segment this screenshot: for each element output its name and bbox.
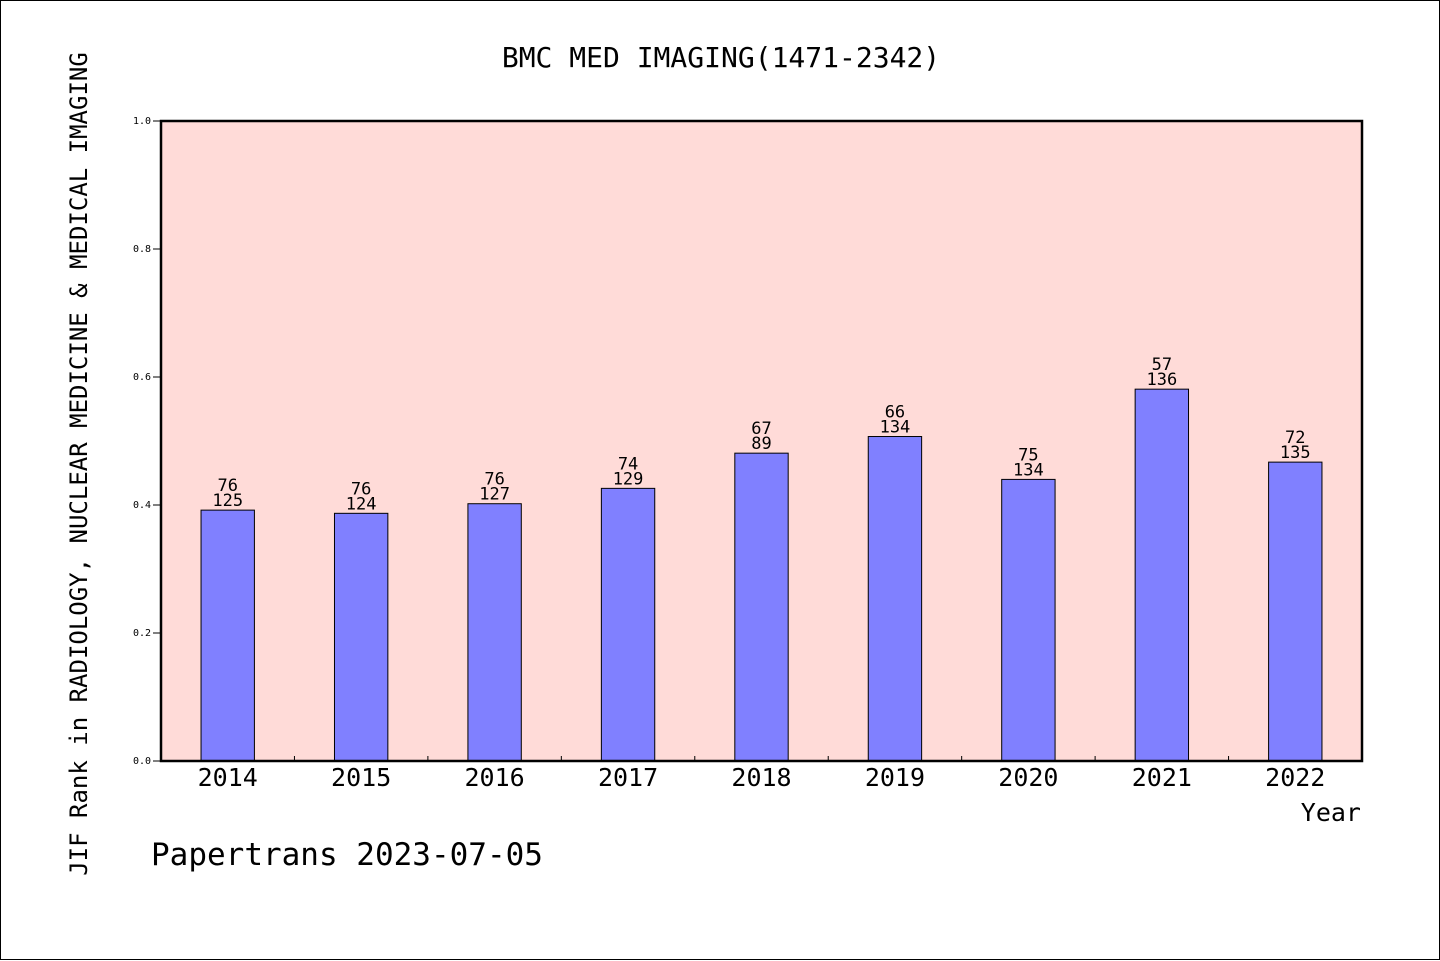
x-tick-label-2016: 2016 [465, 763, 525, 792]
bar-label-total-2022: 135 [1280, 443, 1311, 463]
bar-2017 [600, 487, 656, 762]
y-axis-label: JIF Rank in RADIOLOGY, NUCLEAR MEDICINE … [65, 52, 93, 876]
bar-label-rank-2017: 74 [618, 454, 638, 474]
bar-2014 [200, 509, 255, 762]
y-tick-label-1.0: 1.0 [133, 116, 151, 127]
y-ticks-group: 0.0 0.2 0.4 0.6 0.8 1.0 [133, 116, 161, 767]
bar-label-rank-2016: 76 [484, 470, 504, 490]
bar-2018 [734, 452, 789, 762]
x-axis-label: Year [1301, 798, 1361, 827]
x-tick-label-2019: 2019 [865, 763, 925, 792]
bar-label-rank-2021: 57 [1152, 355, 1172, 375]
bar-label-rank-2015: 76 [351, 479, 371, 499]
x-tick-label-2017: 2017 [598, 763, 658, 792]
x-ticks-group: 2014 2015 2016 2017 2018 2019 2020 2021 2022 [198, 756, 1325, 792]
x-tick-label-2015: 2015 [331, 763, 391, 792]
y-tick-label-0.4: 0.4 [133, 500, 151, 511]
y-tick-label-0.2: 0.2 [133, 628, 151, 639]
bar-label-total-2020: 134 [1013, 460, 1044, 480]
bar-label-rank-2019: 66 [885, 403, 905, 423]
bar-2022 [1268, 461, 1323, 762]
bar-label-total-2021: 136 [1146, 370, 1177, 390]
bar-label-total-2018: 89 [751, 434, 771, 454]
bars-group [200, 388, 1323, 762]
chart-title: BMC MED IMAGING(1471-2342) [502, 41, 940, 74]
bar-label-total-2017: 129 [613, 469, 644, 489]
bar-2019 [867, 436, 923, 762]
x-tick-label-2014: 2014 [198, 763, 258, 792]
bar-2021 [1134, 388, 1190, 762]
x-tick-label-2022: 2022 [1265, 763, 1325, 792]
y-tick-label-0.0: 0.0 [133, 756, 151, 767]
bar-labels-group: 7612576124761277412967896613475134571367… [212, 355, 1310, 514]
bar-label-rank-2022: 72 [1285, 428, 1305, 448]
bar-label-rank-2020: 75 [1018, 445, 1038, 465]
bar-label-total-2019: 134 [880, 418, 911, 438]
x-tick-label-2018: 2018 [731, 763, 791, 792]
bar-2015 [333, 512, 389, 762]
y-tick-label-0.6: 0.6 [133, 372, 151, 383]
bar-label-rank-2018: 67 [751, 419, 771, 439]
x-tick-label-2020: 2020 [998, 763, 1058, 792]
bar-label-rank-2014: 76 [217, 476, 237, 496]
footer-text: Papertrans 2023-07-05 [151, 837, 543, 873]
bar-label-total-2015: 124 [346, 494, 377, 514]
x-tick-label-2021: 2021 [1132, 763, 1192, 792]
bar-label-total-2016: 127 [479, 485, 510, 505]
bar-label-total-2014: 125 [212, 491, 243, 511]
bar-2016 [467, 503, 522, 762]
plot-border [159, 119, 1364, 763]
bar-2020 [1001, 478, 1056, 762]
y-tick-label-0.8: 0.8 [133, 244, 151, 255]
